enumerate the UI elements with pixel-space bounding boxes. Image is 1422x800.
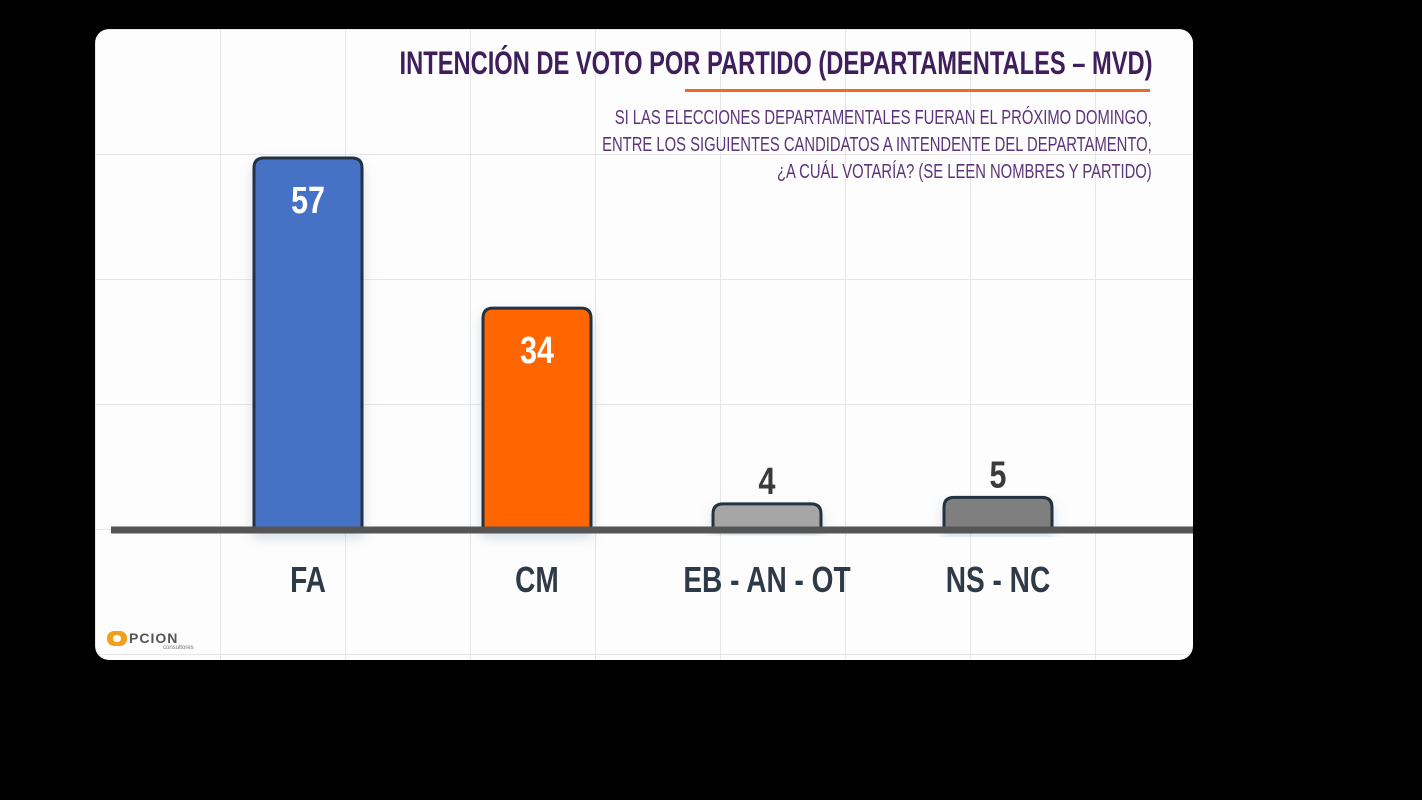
value-label: 4 — [759, 461, 776, 503]
bar-fa — [252, 156, 364, 532]
chart-subtitle: SI LAS ELECCIONES DEPARTAMENTALES FUERAN… — [602, 105, 1152, 186]
subtitle-line: ENTRE LOS SIGUIENTES CANDIDATOS A INTEND… — [602, 134, 1152, 156]
opcion-logo: PCION consultores — [107, 630, 194, 651]
subtitle-line: SI LAS ELECCIONES DEPARTAMENTALES FUERAN… — [614, 107, 1152, 129]
bar-cm — [481, 306, 593, 532]
category-label: CM — [515, 560, 559, 600]
value-label: 57 — [291, 180, 325, 222]
category-label: EB - AN - OT — [683, 560, 851, 600]
logo-text: PCION — [129, 630, 179, 646]
subtitle-line: ¿A CUÁL VOTARÍA? (SE LEEN NOMBRES Y PART… — [777, 161, 1152, 183]
bar-ns-nc — [942, 495, 1054, 532]
logo-mark-icon — [107, 630, 127, 646]
title-underline — [685, 89, 1150, 92]
value-label: 34 — [520, 330, 554, 372]
category-label: NS - NC — [946, 560, 1050, 600]
logo-subtext: consultores — [163, 645, 194, 651]
bar-chart: 57 FA 34 CM 4 EB - AN - OT 5 NS - NC — [111, 156, 1193, 600]
value-label: 5 — [990, 454, 1007, 496]
bar-eb-an-ot — [711, 502, 823, 532]
category-label: FA — [290, 560, 326, 600]
chart-card: INTENCIÓN DE VOTO POR PARTIDO (DEPARTAME… — [95, 29, 1193, 660]
chart-title: INTENCIÓN DE VOTO POR PARTIDO (DEPARTAME… — [400, 45, 1153, 81]
